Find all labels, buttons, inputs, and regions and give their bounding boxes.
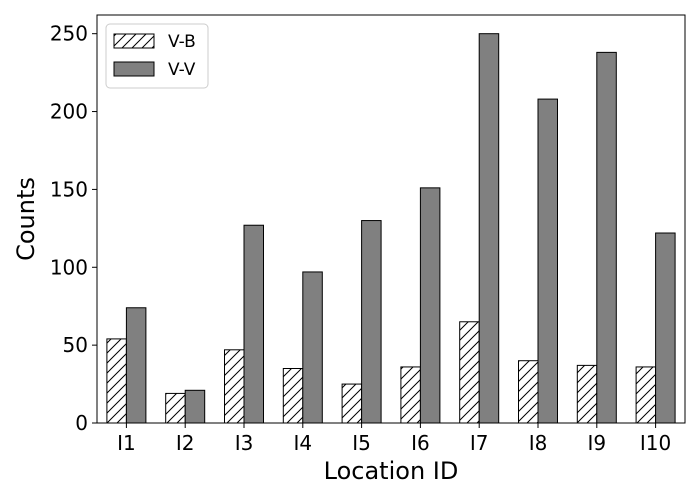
- x-tick-label: I5: [352, 431, 371, 455]
- bar-v-v-i8: [537, 98, 558, 424]
- x-tick-label: I7: [470, 431, 489, 455]
- x-axis-title: Location ID: [324, 457, 459, 485]
- y-axis: 0 50 100 150 200 250: [50, 22, 97, 435]
- x-tick-label: I6: [411, 431, 430, 455]
- bar-v-v-i3: [243, 224, 264, 424]
- x-axis: I1 I2 I3 I4 I5 I6 I7 I8 I9 I10: [117, 423, 671, 455]
- bar-v-b-i10: [635, 366, 657, 424]
- bar-v-v-i1: [125, 307, 147, 424]
- bar-v-b-i5: [341, 383, 363, 424]
- x-tick-label: I10: [640, 431, 671, 455]
- bar-v-b-i8: [518, 360, 539, 424]
- bar-v-b-i9: [576, 364, 598, 424]
- bar-v-b-i4: [282, 367, 304, 424]
- y-tick-label: 50: [63, 333, 88, 357]
- x-tick-label: I3: [235, 431, 254, 455]
- bar-v-v-i5: [361, 220, 382, 424]
- x-tick-label: I1: [117, 431, 136, 455]
- y-tick-label: 200: [50, 100, 88, 124]
- bar-v-v-i4: [302, 271, 323, 424]
- y-tick-label: 250: [50, 22, 88, 46]
- legend: V-B V-V: [105, 23, 209, 89]
- x-tick-label: I4: [293, 431, 312, 455]
- x-tick-label: I9: [587, 431, 606, 455]
- legend-label-v-v: V-V: [168, 60, 196, 80]
- bar-v-b-i3: [224, 349, 245, 424]
- bar-v-v-i9: [596, 51, 617, 424]
- legend-swatch-v-b: [113, 33, 155, 49]
- bar-v-b-i6: [400, 366, 421, 424]
- plot-frame: [96, 14, 686, 424]
- bar-v-b-i2: [165, 392, 186, 424]
- bar-v-v-i6: [419, 187, 441, 424]
- legend-label-v-b: V-B: [168, 32, 196, 52]
- x-tick-label: I2: [176, 431, 195, 455]
- plot-area: [96, 14, 686, 424]
- bar-v-b-i1: [106, 338, 127, 424]
- bar-v-v-i2: [184, 389, 206, 424]
- y-tick-label: 0: [75, 411, 88, 435]
- x-tick-label: I8: [529, 431, 548, 455]
- legend-swatch-v-v: [113, 61, 155, 77]
- y-tick-label: 100: [50, 255, 88, 279]
- bar-v-v-i7: [478, 33, 500, 424]
- y-axis-title: Counts: [12, 177, 40, 261]
- bar-v-v-i10: [655, 232, 676, 424]
- y-tick-label: 150: [50, 177, 88, 201]
- bar-v-b-i7: [459, 321, 480, 424]
